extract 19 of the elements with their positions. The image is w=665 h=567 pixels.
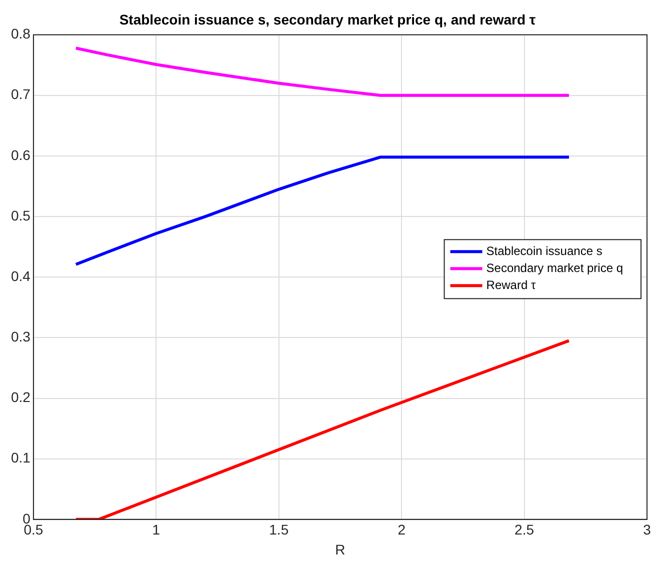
chart-title: Stablecoin issuance s, secondary market price q, and reward τ — [119, 11, 536, 28]
y-tick-label: 0.8 — [10, 26, 31, 42]
legend-label: Secondary market price q — [486, 260, 624, 275]
legend-label: Stablecoin issuance s — [486, 244, 602, 258]
y-tick-label: 0.2 — [10, 389, 31, 406]
y-tick-label: 0.5 — [10, 207, 31, 224]
x-tick-label: 2.5 — [514, 522, 534, 538]
y-tick-label: 0.1 — [10, 450, 31, 466]
y-tick-label: 0.4 — [10, 268, 31, 284]
x-tick-label: 1.5 — [269, 522, 289, 538]
y-tick-label: 0.7 — [10, 86, 31, 102]
y-tick-label: 0.6 — [10, 146, 31, 163]
x-tick-label: 3 — [643, 522, 652, 538]
x-axis-title: R — [335, 541, 346, 558]
y-tick-label: 0 — [22, 510, 31, 526]
x-tick-label: 1 — [152, 522, 160, 538]
y-tick-label: 0.3 — [10, 328, 31, 345]
legend-label: Reward τ — [486, 278, 536, 292]
x-tick-label: 2 — [398, 522, 406, 538]
